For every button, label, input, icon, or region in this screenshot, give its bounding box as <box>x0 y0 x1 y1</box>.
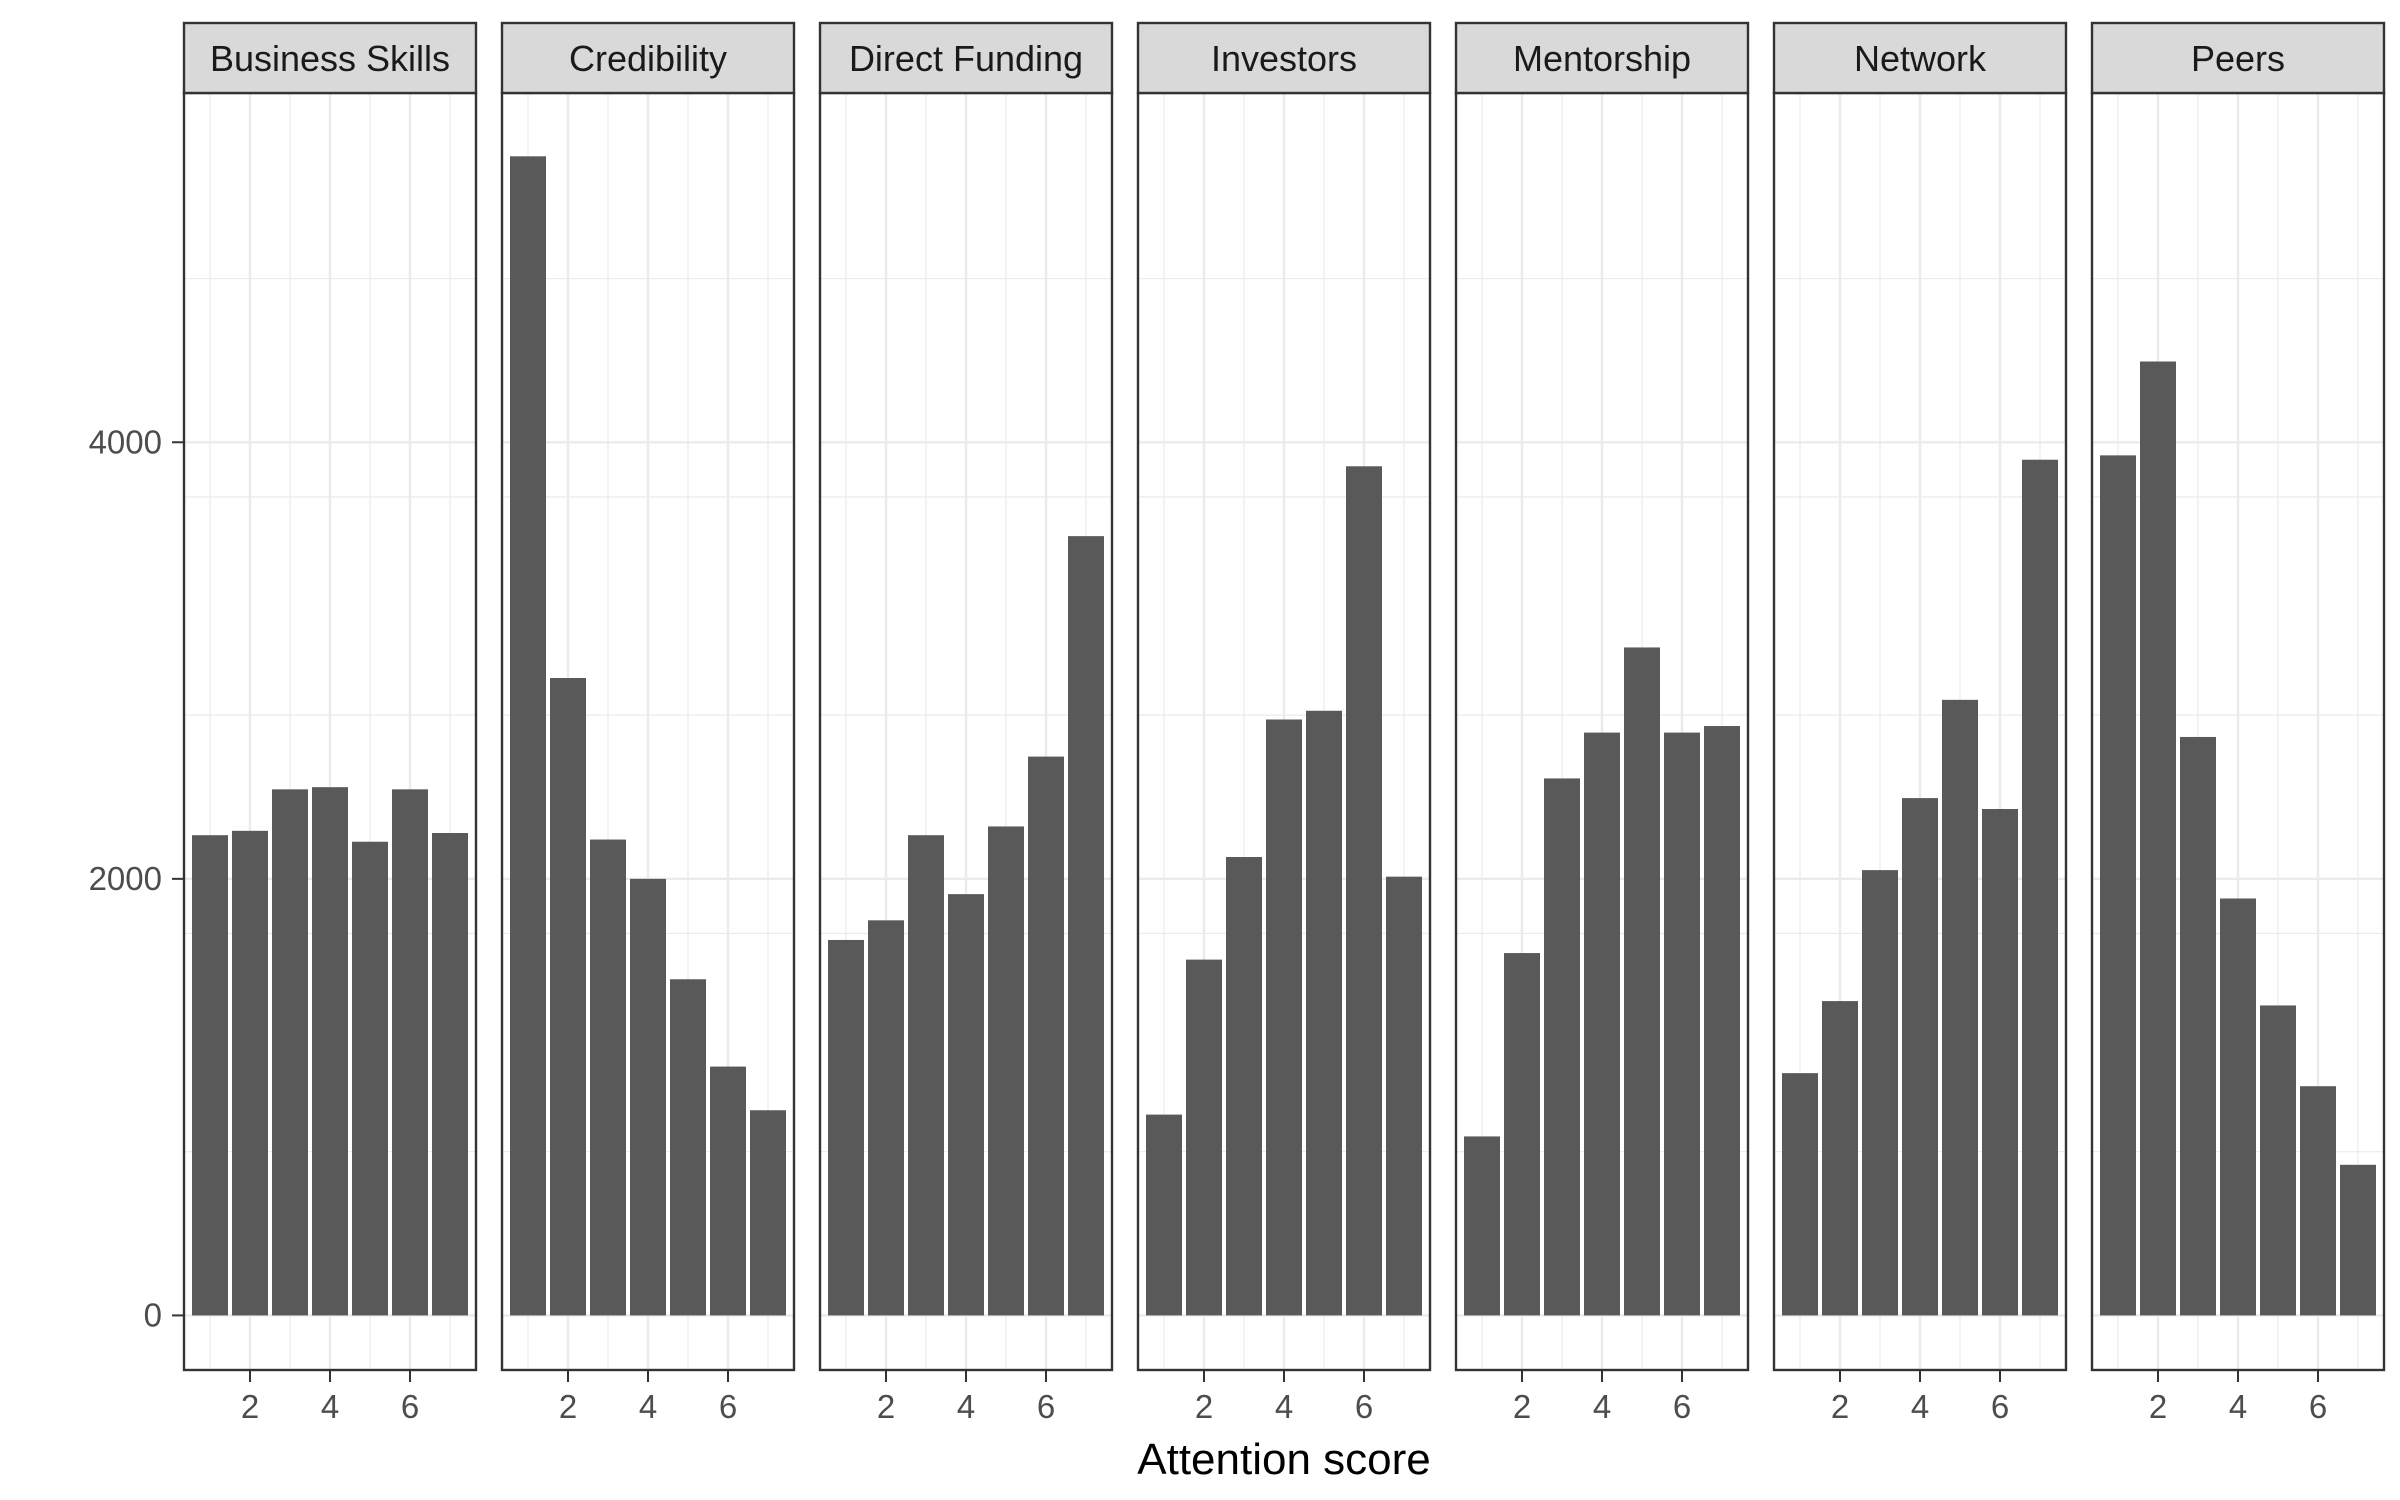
x-tick-label: 2 <box>2149 1388 2167 1425</box>
bar <box>1504 953 1540 1316</box>
bar <box>1186 959 1222 1316</box>
facet-strip <box>818 21 1114 95</box>
bar <box>510 156 546 1316</box>
bar <box>1464 1136 1500 1316</box>
facet-strip <box>1136 21 1432 95</box>
bar <box>1346 466 1382 1316</box>
bar <box>1306 710 1342 1316</box>
bar <box>1146 1114 1182 1316</box>
bar <box>868 920 904 1316</box>
x-tick-label: 6 <box>1991 1388 2009 1425</box>
bar <box>2140 361 2176 1316</box>
x-tick-label: 2 <box>1831 1388 1849 1425</box>
bar <box>1624 647 1660 1316</box>
facet-panel: Direct Funding 2 4 6 <box>818 21 1114 1425</box>
facet-strip-label: Business Skills <box>210 38 450 79</box>
bar <box>1386 876 1422 1316</box>
x-tick-label: 6 <box>1673 1388 1691 1425</box>
x-tick-label: 6 <box>1037 1388 1055 1425</box>
x-tick-label: 4 <box>321 1388 339 1425</box>
bar <box>988 826 1024 1316</box>
x-tick-label: 6 <box>1355 1388 1373 1425</box>
bar <box>2260 1005 2296 1316</box>
bar <box>1584 732 1620 1316</box>
x-tick-label: 6 <box>2309 1388 2327 1425</box>
x-tick-label: 2 <box>1513 1388 1531 1425</box>
bar <box>1704 726 1740 1316</box>
facet-strip <box>500 21 796 95</box>
x-tick-label: 2 <box>877 1388 895 1425</box>
bar <box>1544 778 1580 1316</box>
facet-panel: Business Skills 2 4 6 <box>182 21 478 1425</box>
bar <box>1942 699 1978 1316</box>
bar <box>2022 459 2058 1316</box>
x-axis-title: Attention score <box>1137 1435 1431 1484</box>
bar <box>590 839 626 1316</box>
bar <box>1266 719 1302 1316</box>
bar <box>1664 732 1700 1316</box>
x-tick-label: 2 <box>1195 1388 1213 1425</box>
bar <box>948 894 984 1316</box>
bar <box>192 835 228 1316</box>
facet-panel: Mentorship 2 4 6 <box>1454 21 1750 1425</box>
x-tick-label: 4 <box>2229 1388 2247 1425</box>
bar <box>1982 808 2018 1316</box>
facet-strip-label: Mentorship <box>1513 38 1691 79</box>
x-tick-label: 4 <box>1593 1388 1611 1425</box>
facet-strip <box>1454 21 1750 95</box>
bar <box>2180 736 2216 1316</box>
bar <box>1068 536 1104 1316</box>
x-tick-label: 4 <box>1275 1388 1293 1425</box>
bar <box>1782 1073 1818 1316</box>
bar <box>670 979 706 1316</box>
bar <box>1226 857 1262 1316</box>
bar <box>908 835 944 1316</box>
bar <box>1822 1001 1858 1316</box>
bar <box>432 833 468 1316</box>
y-tick-label: 0 <box>144 1296 162 1333</box>
facet-panel: Investors 2 4 6 <box>1136 21 1432 1425</box>
bar <box>272 789 308 1316</box>
x-tick-label: 4 <box>957 1388 975 1425</box>
y-tick-label: 4000 <box>89 423 162 460</box>
bar <box>352 841 388 1316</box>
bar <box>828 939 864 1316</box>
bar <box>2340 1164 2376 1316</box>
x-tick-label: 6 <box>719 1388 737 1425</box>
x-tick-label: 4 <box>1911 1388 1929 1425</box>
y-tick-label: 2000 <box>89 860 162 897</box>
x-tick-label: 2 <box>559 1388 577 1425</box>
facet-strip <box>2090 21 2386 95</box>
x-tick-label: 6 <box>401 1388 419 1425</box>
x-tick-label: 4 <box>639 1388 657 1425</box>
bar <box>550 678 586 1316</box>
facet-strip <box>182 21 478 95</box>
facet-strip-label: Credibility <box>569 38 727 79</box>
bar <box>312 787 348 1316</box>
facet-panel: Network 2 4 6 <box>1772 21 2068 1425</box>
facet-strip-label: Network <box>1854 38 1987 79</box>
bar <box>392 789 428 1316</box>
facet-strip-label: Direct Funding <box>849 38 1083 79</box>
x-tick-label: 2 <box>241 1388 259 1425</box>
bar <box>1902 798 1938 1316</box>
bar <box>1862 870 1898 1316</box>
facet-strip-label: Investors <box>1211 38 1357 79</box>
y-axis: 0 2000 4000 <box>89 423 184 1333</box>
facet-panel: Peers 2 4 6 <box>2090 21 2386 1425</box>
bar <box>710 1066 746 1316</box>
bar <box>2300 1086 2336 1316</box>
bar <box>630 878 666 1316</box>
bar <box>232 830 268 1316</box>
bar <box>750 1110 786 1316</box>
facet-strip-label: Peers <box>2191 38 2285 79</box>
bar <box>2100 455 2136 1316</box>
bar <box>2220 898 2256 1316</box>
facet-panel: Credibility 2 4 6 <box>500 21 796 1425</box>
bar <box>1028 756 1064 1316</box>
facet-strip <box>1772 21 2068 95</box>
